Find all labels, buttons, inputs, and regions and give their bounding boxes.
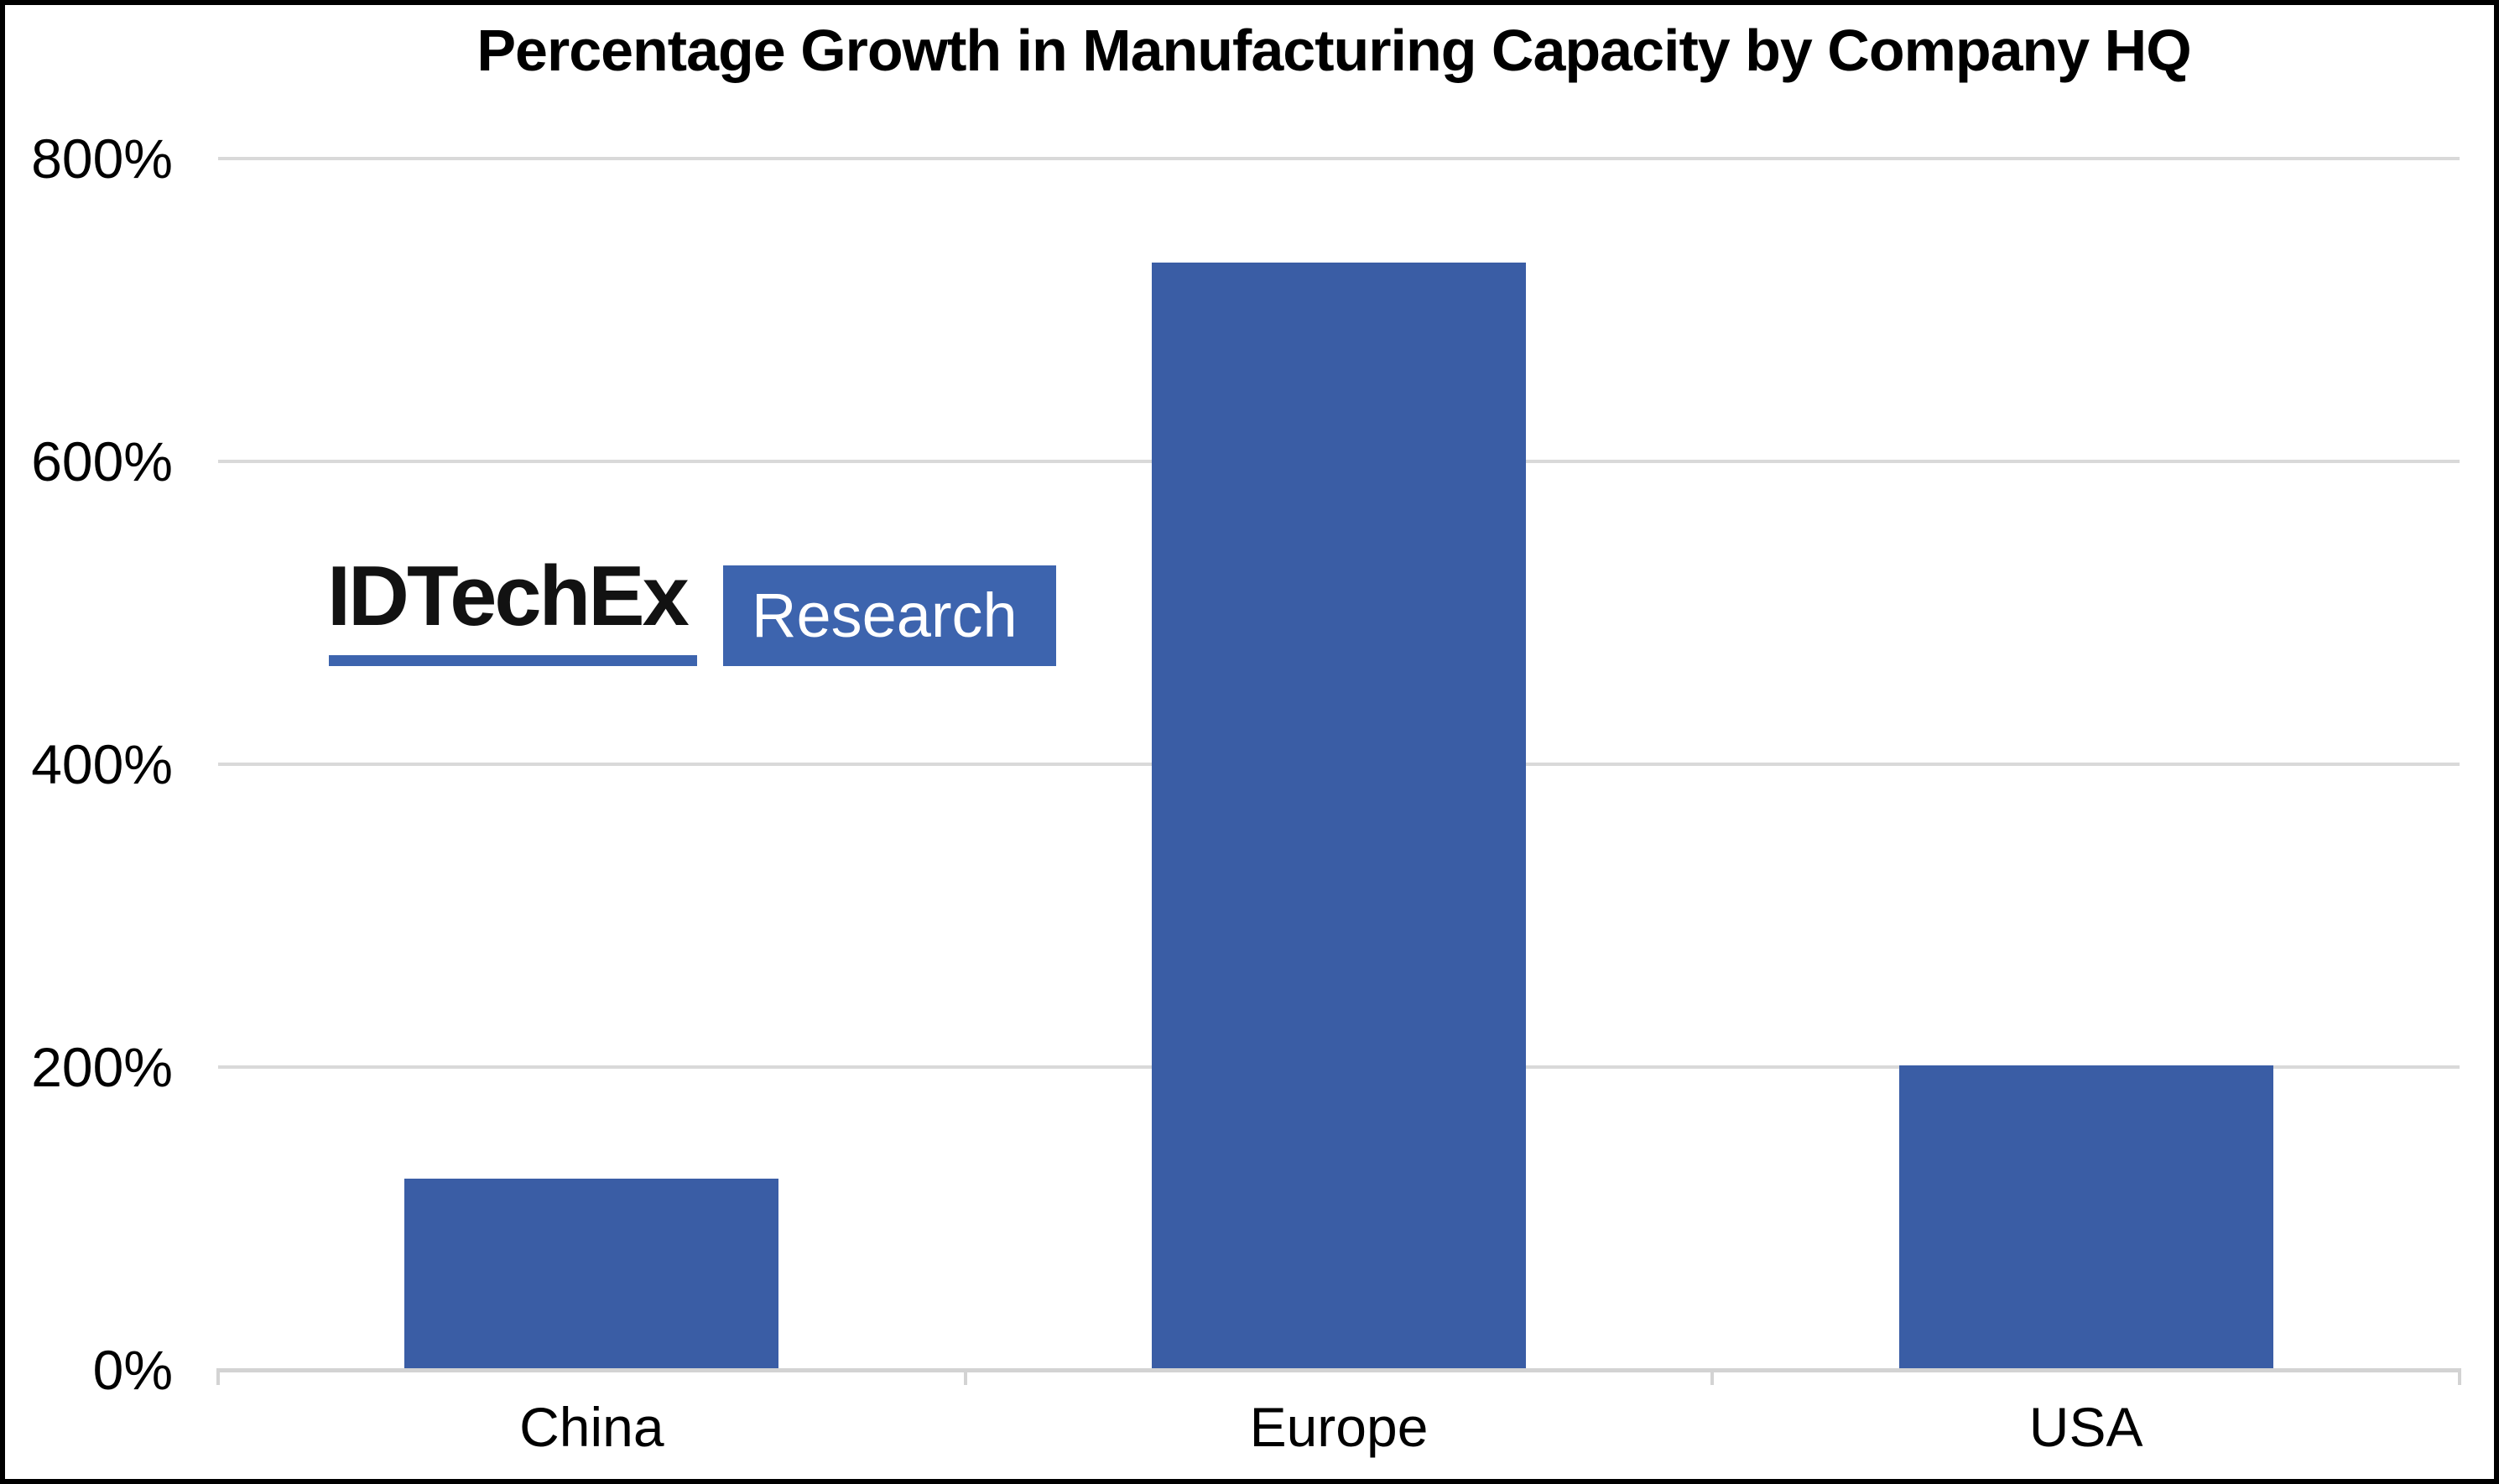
bar-usa bbox=[1899, 1065, 2273, 1368]
x-axis-line bbox=[218, 1368, 2460, 1372]
y-axis-tick-label: 0% bbox=[92, 1339, 173, 1401]
idtechex-logo-underline bbox=[329, 655, 697, 666]
idtechex-logo-wordmark: IDTechEx bbox=[327, 549, 690, 643]
x-axis-boundary-tick bbox=[963, 1368, 967, 1385]
bar-europe bbox=[1152, 263, 1526, 1368]
idtechex-research-badge: Research bbox=[723, 565, 1056, 666]
gridline-800% bbox=[218, 157, 2460, 160]
y-axis-tick-label: 800% bbox=[31, 128, 173, 190]
x-axis-boundary-tick bbox=[2458, 1368, 2461, 1385]
x-axis-boundary-tick bbox=[216, 1368, 220, 1385]
chart-title: Percentage Growth in Manufacturing Capac… bbox=[476, 18, 2191, 83]
y-axis-tick-label: 600% bbox=[31, 430, 173, 492]
y-axis-tick-label: 200% bbox=[31, 1036, 173, 1098]
y-axis-tick-label: 400% bbox=[31, 733, 173, 795]
x-axis-category-label: USA bbox=[2028, 1396, 2143, 1458]
x-axis-category-label: Europe bbox=[1249, 1396, 1429, 1458]
idtechex-research-label: Research bbox=[752, 581, 1018, 650]
x-axis-boundary-tick bbox=[1710, 1368, 1715, 1385]
x-axis-category-label: China bbox=[519, 1396, 664, 1458]
bar-china bbox=[404, 1179, 778, 1368]
